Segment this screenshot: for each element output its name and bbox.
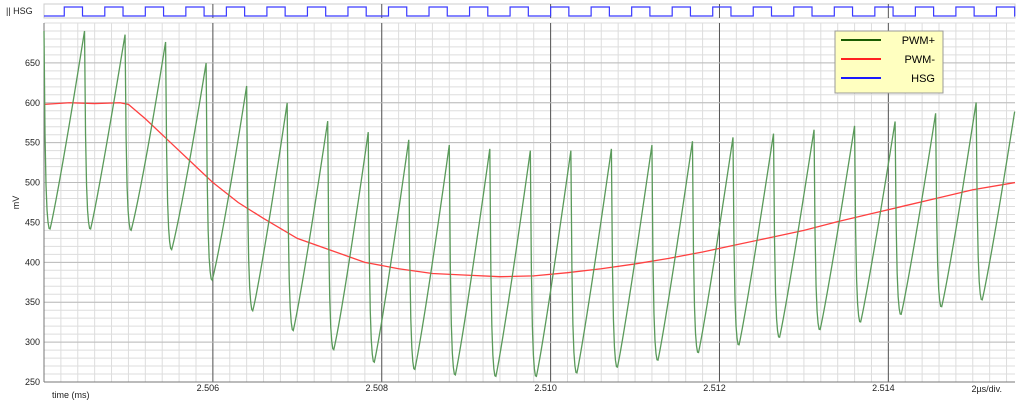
x-tick-labels: 2.506 2.508 2.510 2.512 2.514 (197, 383, 895, 393)
x-scale-label: 2µs/div. (971, 384, 1002, 394)
y-tick-label: 600 (25, 98, 40, 108)
legend-items: PWM+ PWM- HSG (841, 35, 935, 85)
x-tick-label: 2.510 (534, 383, 557, 393)
x-tick-label: 2.512 (703, 383, 726, 393)
hsg-digital-trace (44, 6, 1016, 17)
y-tick-label: 500 (25, 178, 40, 188)
y-tick-labels: 250 300 350 400 450 500 550 600 650 (25, 58, 40, 387)
y-tick-label: 300 (25, 337, 40, 347)
legend-label: PWM- (904, 54, 935, 66)
y-tick-label: 550 (25, 138, 40, 148)
legend-box (834, 30, 944, 94)
x-tick-label: 2.514 (872, 383, 895, 393)
legend-label: HSG (911, 73, 935, 85)
legend-label: PWM+ (902, 35, 935, 47)
series-line-pwm-plus (43, 30, 1016, 378)
series-line-pwm-minus (43, 102, 1016, 278)
y-axis-title: mV (11, 196, 21, 210)
y-tick-label: 350 (25, 297, 40, 307)
x-tick-label: 2.506 (197, 383, 220, 393)
digital-channel-strip: || HSG (6, 3, 1016, 19)
x-axis-title: time (ms) (52, 390, 90, 400)
y-tick-label: 450 (25, 217, 40, 227)
digital-channel-label: || HSG (6, 6, 33, 16)
x-tick-label: 2.508 (365, 383, 388, 393)
y-tick-label: 250 (25, 377, 40, 387)
y-tick-label: 400 (25, 257, 40, 267)
y-tick-label: 650 (25, 58, 40, 68)
legend: PWM+ PWM- HSG (834, 30, 944, 94)
